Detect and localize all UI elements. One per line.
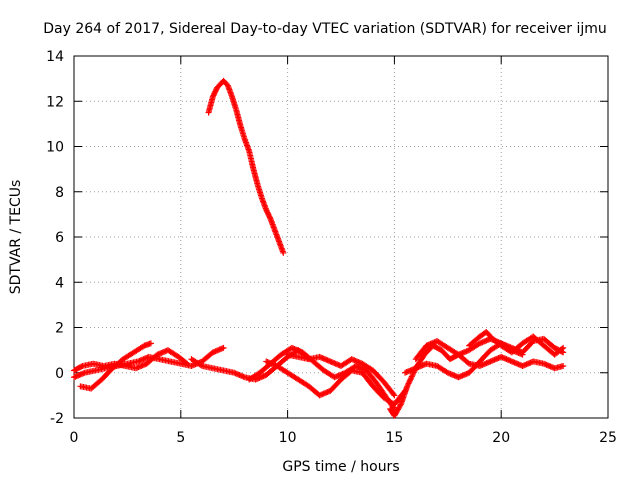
series-arc-k bbox=[466, 329, 567, 358]
y-tick-label: 6 bbox=[55, 230, 64, 246]
x-tick-label: 20 bbox=[492, 430, 510, 446]
data-point bbox=[560, 362, 567, 369]
data-point bbox=[405, 380, 412, 387]
data-point bbox=[220, 344, 227, 351]
data-point bbox=[560, 344, 567, 351]
y-tick-label: 0 bbox=[55, 366, 64, 382]
data-point bbox=[397, 402, 404, 409]
data-point bbox=[147, 340, 154, 347]
x-tick-label: 10 bbox=[279, 430, 297, 446]
y-axis-label: SDTVAR / TECUs bbox=[8, 180, 24, 295]
data-point bbox=[182, 359, 189, 366]
y-tick-label: 10 bbox=[46, 140, 64, 156]
series-arc-j bbox=[412, 338, 567, 372]
data-point bbox=[197, 362, 204, 369]
data-point bbox=[140, 343, 147, 350]
data-point bbox=[464, 359, 471, 366]
series-arc-high bbox=[205, 77, 287, 256]
series-arc-f bbox=[263, 358, 409, 408]
data-point bbox=[391, 392, 398, 399]
data-points bbox=[71, 77, 567, 419]
series-arc-g bbox=[284, 351, 398, 399]
data-point bbox=[408, 374, 415, 381]
data-point bbox=[407, 376, 414, 383]
data-point bbox=[266, 214, 273, 221]
data-point bbox=[78, 363, 85, 370]
data-point bbox=[184, 360, 191, 367]
data-point bbox=[406, 379, 413, 386]
data-point bbox=[404, 383, 411, 390]
y-tick-label: -2 bbox=[50, 411, 64, 427]
series-arc-c bbox=[71, 347, 191, 374]
y-tick-label: 8 bbox=[55, 185, 64, 201]
grid-lines bbox=[74, 56, 608, 418]
x-axis-label: GPS time / hours bbox=[282, 459, 399, 475]
axis-ticks: 0 5 10 15 20 25 -2 0 2 4 6 8 10 12 14 bbox=[46, 49, 617, 446]
y-tick-label: 12 bbox=[46, 94, 64, 110]
data-point bbox=[408, 373, 415, 380]
x-tick-label: 5 bbox=[176, 430, 185, 446]
chart-title: Day 264 of 2017, Sidereal Day-to-day VTE… bbox=[43, 21, 607, 37]
data-point bbox=[409, 372, 416, 379]
x-tick-label: 0 bbox=[70, 430, 79, 446]
series-arc-e bbox=[246, 344, 398, 412]
x-tick-label: 25 bbox=[599, 430, 617, 446]
series-arc-h bbox=[387, 335, 526, 419]
y-tick-label: 4 bbox=[55, 275, 64, 291]
y-tick-label: 2 bbox=[55, 321, 64, 337]
data-point bbox=[280, 249, 287, 256]
data-point bbox=[390, 391, 397, 398]
data-point bbox=[558, 345, 565, 352]
data-point bbox=[404, 381, 411, 388]
y-tick-label: 14 bbox=[46, 49, 64, 65]
x-tick-label: 15 bbox=[385, 430, 403, 446]
data-point bbox=[406, 377, 413, 384]
